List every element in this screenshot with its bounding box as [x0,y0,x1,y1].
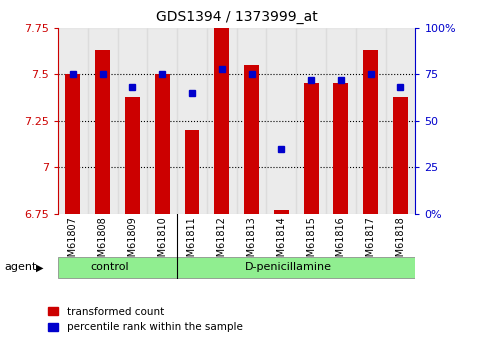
Bar [304,83,319,214]
Text: ▶: ▶ [36,263,44,272]
FancyBboxPatch shape [58,257,177,278]
Bar [95,50,110,214]
Text: GSM61808: GSM61808 [98,216,108,269]
Bar [385,28,415,214]
Bar [155,74,170,214]
Bar [65,74,80,214]
Bar [125,97,140,214]
Legend: transformed count, percentile rank within the sample: transformed count, percentile rank withi… [44,303,247,336]
Bar [214,28,229,214]
Bar [326,28,356,214]
Bar [333,83,348,214]
Text: GSM61811: GSM61811 [187,216,197,269]
Text: GSM61807: GSM61807 [68,216,78,269]
Bar [267,28,296,214]
Bar [356,28,385,214]
Text: GSM61809: GSM61809 [128,216,138,269]
Text: GSM61817: GSM61817 [366,216,376,269]
Text: agent: agent [5,263,37,272]
Bar [207,28,237,214]
Bar [117,28,147,214]
Text: GSM61816: GSM61816 [336,216,346,269]
Bar [177,28,207,214]
FancyBboxPatch shape [177,257,415,278]
Text: GSM61812: GSM61812 [217,216,227,269]
Bar [88,28,117,214]
Title: GDS1394 / 1373999_at: GDS1394 / 1373999_at [156,10,317,24]
Bar [393,97,408,214]
Text: D-penicillamine: D-penicillamine [245,263,332,272]
Text: GSM61810: GSM61810 [157,216,167,269]
Bar [185,130,199,214]
Bar [244,65,259,214]
Bar [147,28,177,214]
Text: GSM61818: GSM61818 [396,216,406,269]
Bar [58,28,88,214]
Text: GSM61814: GSM61814 [276,216,286,269]
Bar [363,50,378,214]
Text: control: control [91,263,129,272]
Text: GSM61815: GSM61815 [306,216,316,269]
Text: GSM61813: GSM61813 [246,216,256,269]
Bar [296,28,326,214]
Bar [237,28,267,214]
Bar [274,210,289,214]
